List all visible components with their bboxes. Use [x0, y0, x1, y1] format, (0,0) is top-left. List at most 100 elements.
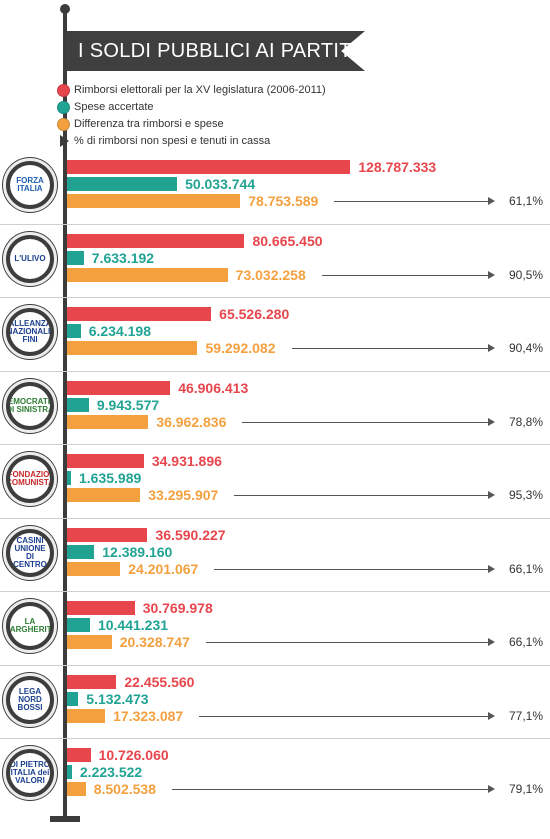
oak-tree-icon: DEMOCRATICI DI SINISTRA: [10, 385, 50, 426]
arrow-line: [199, 715, 488, 717]
bar-value-label: 6.234.198: [88, 323, 151, 339]
legend-label: Spese accertate: [74, 101, 154, 113]
arrow-head-icon: [488, 491, 495, 499]
percentage-label: 78,8%: [509, 414, 544, 429]
percentage-label: 61,1%: [509, 194, 544, 208]
arrow-head-icon: [488, 711, 495, 720]
legend-swatch-red: [57, 84, 70, 97]
bar-spese: [67, 765, 72, 779]
party-logo-text: RIFONDAZIONE COMUNISTA: [10, 470, 50, 487]
bar-spese: [67, 618, 90, 632]
bar-spese: [67, 177, 178, 191]
party-logo: RIFONDAZIONE COMUNISTA: [3, 452, 57, 506]
bar-value-label: 33.295.907: [148, 487, 219, 503]
bar-value-label: 65.526.280: [219, 306, 290, 322]
party-logo: FORZA ITALIA: [3, 158, 57, 212]
bar-spese: [67, 471, 71, 485]
triangle-marker-icon: [60, 135, 69, 147]
bar-differenza: [67, 267, 228, 282]
bar-rimborsi: [67, 160, 351, 174]
percentage-label: 77,1%: [509, 708, 544, 723]
bar-value-label: 8.502.538: [93, 781, 156, 797]
arrow-head-icon: [488, 564, 495, 573]
bar-value-label: 78.753.589: [248, 193, 319, 209]
bar-value-label: 50.033.744: [185, 176, 256, 192]
arrow-head-icon: [488, 344, 495, 352]
percentage-label: 90,4%: [509, 341, 544, 355]
bar-value-label: 20.328.747: [119, 634, 190, 650]
bar-value-label: 7.633.192: [91, 249, 155, 266]
row-divider: [0, 370, 550, 372]
bar-value-label: 128.787.333: [358, 159, 437, 175]
percentage-label: 66,1%: [509, 635, 544, 649]
row-divider: [0, 591, 550, 592]
party-logo: CASINI UNIONE DI CENTRO: [3, 525, 57, 580]
percentage-label: 79,1%: [509, 782, 544, 796]
hammer-sickle-icon: RIFONDAZIONE COMUNISTA: [10, 459, 50, 499]
row-divider: [0, 297, 550, 298]
title-banner: [67, 31, 365, 71]
flagpole: [63, 8, 67, 820]
chart-title: I SOLDI PUBBLICI AI PARTITI: [78, 40, 358, 62]
arrow-line: [214, 568, 488, 570]
arrow-line: [205, 642, 488, 643]
arrow-line: [242, 421, 488, 423]
bar-rimborsi: [67, 307, 212, 321]
bar-value-label: 34.931.896: [151, 453, 222, 469]
bar-spese: [67, 250, 84, 265]
arrow-line: [291, 348, 488, 349]
bar-spese: [67, 544, 95, 559]
flag-icon: FORZA ITALIA: [10, 165, 50, 205]
bar-value-label: 12.389.160: [102, 543, 173, 560]
flagpole-base: [50, 816, 80, 822]
arrow-head-icon: [488, 270, 495, 279]
bar-spese: [67, 324, 81, 338]
bar-value-label: 24.201.067: [128, 560, 199, 577]
legend-label: Differenza tra rimborsi e spese: [74, 118, 224, 130]
bar-differenza: [67, 635, 112, 649]
percentage-label: 95,3%: [509, 488, 544, 502]
bar-value-label: 36.962.836: [156, 413, 227, 430]
row-divider: [0, 738, 550, 739]
arrow-line: [172, 789, 488, 790]
arrow-head-icon: [488, 417, 495, 426]
bar-value-label: 36.590.227: [155, 526, 226, 543]
legend-swatch-orange: [57, 118, 70, 131]
legend-label: % di rimborsi non spesi e tenuti in cass…: [74, 135, 271, 147]
bar-rimborsi: [67, 748, 91, 762]
bar-differenza: [67, 414, 149, 429]
arrow-head-icon: [488, 638, 495, 646]
party-logo-text: LA MARGHERITA: [10, 617, 50, 634]
bar-value-label: 80.665.450: [252, 232, 323, 249]
percentage-label: 90,5%: [509, 267, 544, 282]
row-divider: [0, 223, 550, 225]
party-logo-text: DI PIETRO ITALIA dei VALORI: [10, 760, 50, 785]
bar-differenza: [67, 708, 106, 723]
bar-value-label: 46.906.413: [178, 379, 249, 396]
party-logo: DI PIETRO ITALIA dei VALORI: [3, 746, 57, 800]
bar-differenza: [67, 341, 198, 355]
bar-value-label: 9.943.577: [96, 396, 160, 413]
bar-rimborsi: [67, 454, 144, 468]
legend-label: Rimborsi elettorali per la XV legislatur…: [74, 84, 326, 96]
party-logo: DEMOCRATICI DI SINISTRA: [3, 378, 57, 433]
bar-value-label: 2.223.522: [79, 764, 143, 780]
arrow-line: [234, 495, 488, 496]
bar-rimborsi: [67, 674, 117, 689]
bar-rimborsi: [67, 380, 171, 395]
seagull-icon: DI PIETRO ITALIA dei VALORI: [10, 753, 50, 793]
olive-branch-icon: L'ULIVO: [10, 238, 50, 279]
bar-value-label: 5.132.473: [86, 690, 149, 707]
bar-differenza: [67, 561, 121, 576]
bar-value-label: 30.769.978: [142, 600, 213, 616]
bar-rimborsi: [67, 233, 245, 248]
arrow-line: [334, 201, 488, 202]
legend-swatch-teal: [57, 101, 70, 114]
arrow-head-icon: [488, 197, 495, 205]
row-divider: [0, 664, 550, 666]
bar-value-label: 1.635.989: [79, 470, 142, 486]
shield-cross-icon: CASINI UNIONE DI CENTRO: [10, 532, 50, 573]
bar-differenza: [67, 488, 141, 502]
party-logo: LEGA NORD BOSSI: [3, 672, 57, 727]
